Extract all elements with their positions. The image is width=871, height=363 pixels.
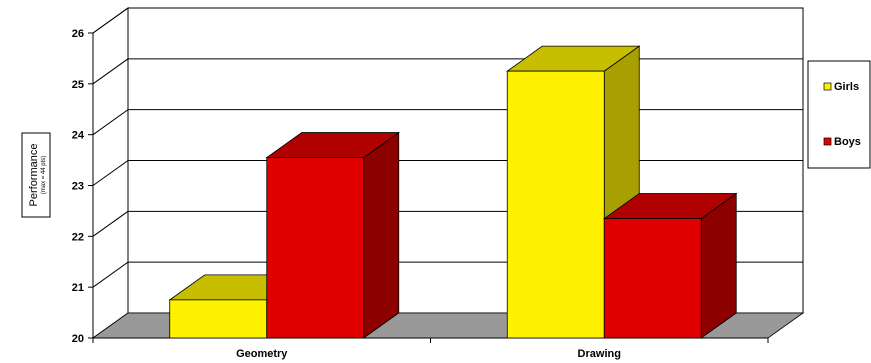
bar-boys-geometry (265, 131, 400, 339)
gridline-left (92, 261, 129, 288)
y-tick-label: 25 (72, 79, 84, 91)
legend-box (807, 60, 871, 169)
y-tick-label: 23 (72, 181, 84, 193)
gridline-left (92, 210, 129, 237)
legend-label-girls: Girls (834, 81, 859, 93)
y-tick-labels: 20 21 22 23 24 25 26 (72, 28, 85, 345)
y-tick-label: 24 (72, 130, 85, 142)
bar-girls-drawing-front (506, 70, 605, 339)
y-tick-label: 20 (72, 333, 84, 345)
gridline-left (92, 109, 129, 136)
legend: Girls Boys (807, 60, 871, 169)
y-axis-title-box (21, 132, 51, 218)
y-axis-label: Performance (28, 144, 40, 207)
category-label: Geometry (236, 348, 288, 360)
bar-boys-drawing-front (603, 218, 702, 339)
legend-label-boys: Boys (834, 136, 861, 148)
legend-swatch-girls (823, 82, 832, 91)
legend-swatch-boys (823, 137, 832, 146)
bar-boys-geometry-side (363, 131, 400, 339)
gridlines (92, 7, 803, 288)
y-tick-label: 21 (72, 282, 84, 294)
gridline-left (92, 7, 129, 34)
category-label: Drawing (578, 348, 621, 360)
bar-boys-drawing (603, 192, 738, 339)
gridline-left (92, 160, 129, 186)
gridline-left (92, 58, 129, 85)
y-axis-title: Performance (max = 44 pts) (21, 132, 51, 218)
bar-girls-geometry-front (169, 299, 268, 339)
y-tick-label: 26 (72, 28, 84, 40)
y-axis-sublabel: (max = 44 pts) (41, 156, 47, 195)
category-labels: Geometry Drawing (236, 348, 621, 360)
bar-boys-geometry-front (266, 157, 365, 339)
y-tick-label: 22 (72, 231, 84, 243)
bars (168, 45, 738, 339)
